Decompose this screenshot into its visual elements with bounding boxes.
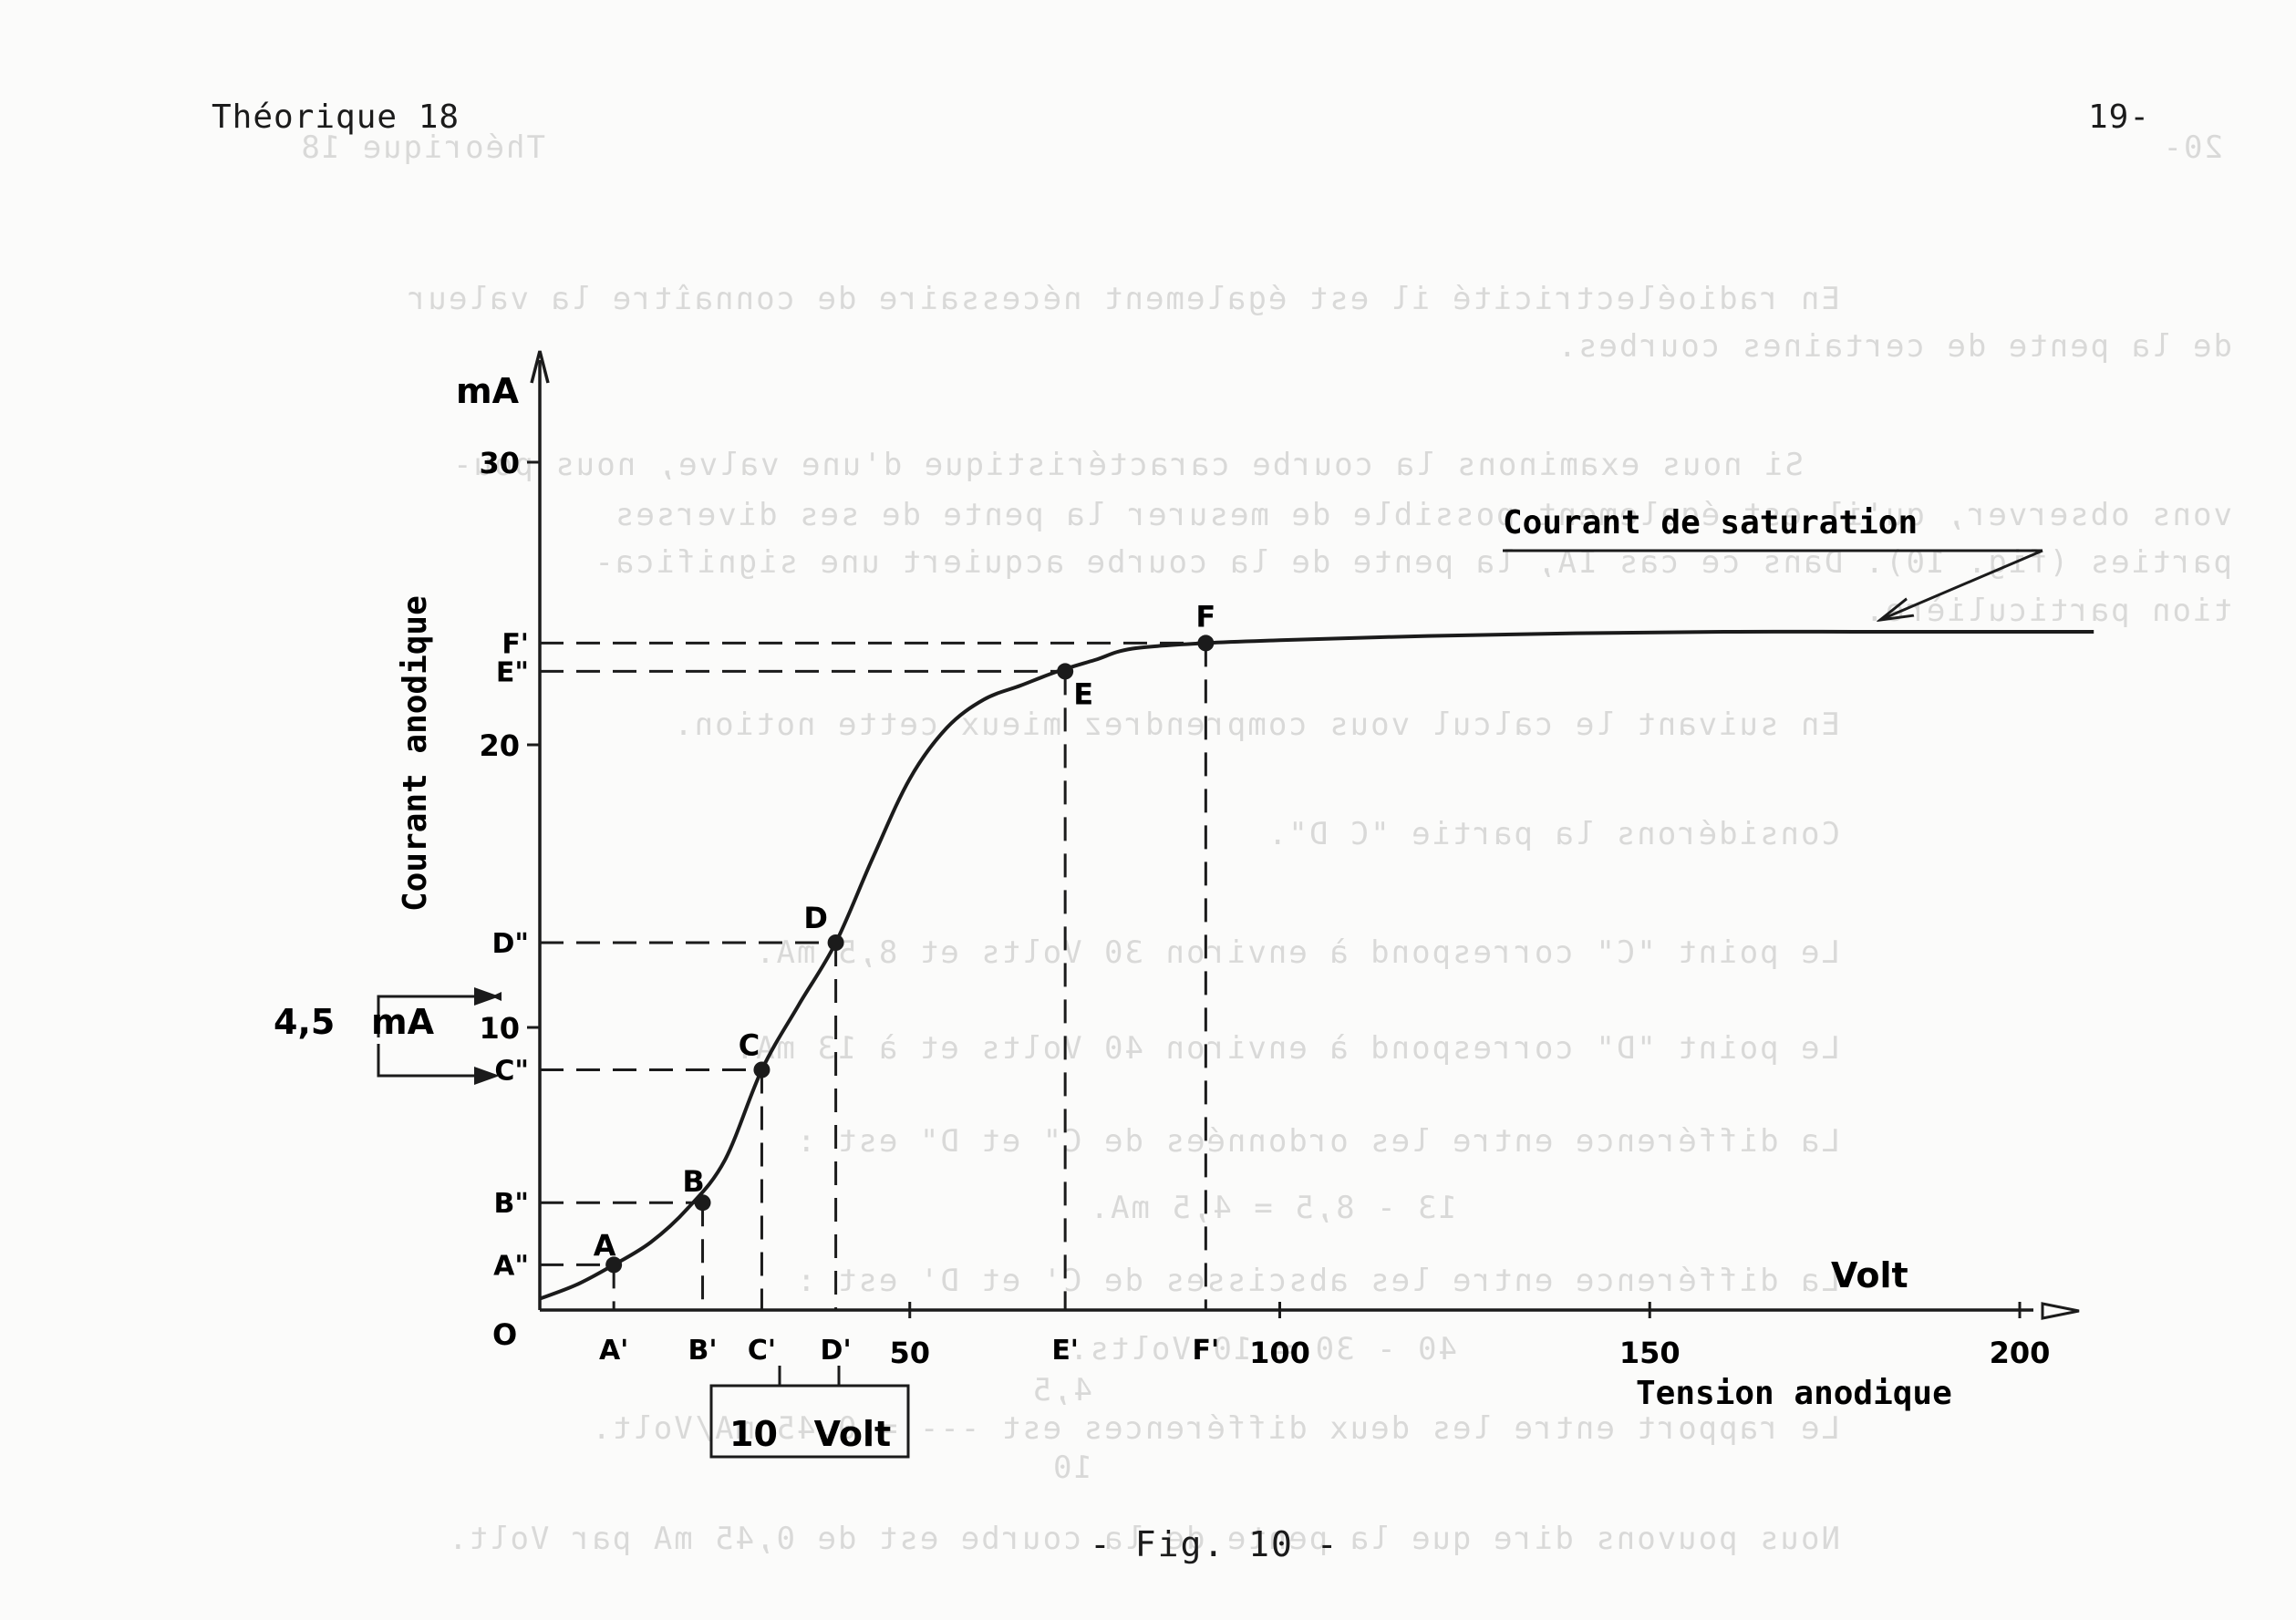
delta-y-bracket-lower xyxy=(377,1044,492,1078)
x-axis-arrow-icon xyxy=(2041,1302,2080,1320)
x-tick-label: 200 xyxy=(1990,1336,2051,1370)
y-tick-label: 30 xyxy=(479,446,520,480)
point-a-marker xyxy=(605,1256,623,1274)
y-unit-label: mA xyxy=(456,371,520,411)
delta-x-box xyxy=(709,1384,910,1459)
point-b-marker xyxy=(694,1194,711,1212)
y-tick-label: 10 xyxy=(479,1011,520,1046)
page-number: 19- xyxy=(2088,98,2151,136)
delta-y-bracket xyxy=(377,992,502,1037)
y-axis-title: Courant anodique xyxy=(397,595,434,912)
y-point-label: D" xyxy=(491,928,529,960)
y-point-label: C" xyxy=(494,1056,529,1088)
point-label: D xyxy=(803,901,828,935)
x-tick-label: 150 xyxy=(1619,1336,1681,1370)
x-tick-label: 100 xyxy=(1249,1336,1310,1370)
point-d-marker xyxy=(827,934,844,951)
delta-y-arrow-bottom-icon xyxy=(474,1067,500,1085)
y-point-label: A" xyxy=(493,1250,529,1282)
y-point-label: F' xyxy=(502,628,529,660)
point-f-marker xyxy=(1197,635,1215,652)
point-c-marker xyxy=(753,1061,771,1078)
saturation-arrow xyxy=(1880,549,2043,620)
page-header-title: Théorique 18 xyxy=(212,98,460,136)
x-point-label: F' xyxy=(1193,1335,1220,1367)
y-axis-arrow-icon xyxy=(530,350,550,384)
x-point-label: B' xyxy=(688,1335,717,1367)
x-point-label: D' xyxy=(821,1335,852,1367)
delta-y-label: 4,5 mA xyxy=(274,1002,435,1042)
point-e-marker xyxy=(1057,663,1074,680)
delta-y-arrow-top-icon xyxy=(474,987,500,1006)
characteristic-curve xyxy=(539,629,2094,1301)
origin-label: O xyxy=(492,1317,517,1352)
y-point-label: E" xyxy=(496,656,529,688)
x-point-label: E' xyxy=(1051,1335,1079,1367)
delta-x-label: 10 Volt xyxy=(729,1414,891,1454)
point-label: E xyxy=(1073,676,1093,711)
y-point-label: B" xyxy=(494,1188,530,1220)
x-axis-title: Tension anodique xyxy=(1636,1375,1952,1412)
point-label: F xyxy=(1195,599,1215,634)
x-unit-label: Volt xyxy=(1831,1255,1908,1295)
x-tick-label: 50 xyxy=(889,1336,930,1370)
point-label: B xyxy=(682,1164,704,1199)
point-label: A xyxy=(594,1228,616,1263)
x-point-label: A' xyxy=(599,1335,628,1367)
figure-caption: - Fig. 10 - xyxy=(1090,1524,1339,1564)
x-point-label: C' xyxy=(748,1335,776,1367)
point-label: C xyxy=(739,1028,760,1063)
y-tick-label: 20 xyxy=(479,728,520,763)
saturation-label: Courant de saturation xyxy=(1503,504,1918,542)
